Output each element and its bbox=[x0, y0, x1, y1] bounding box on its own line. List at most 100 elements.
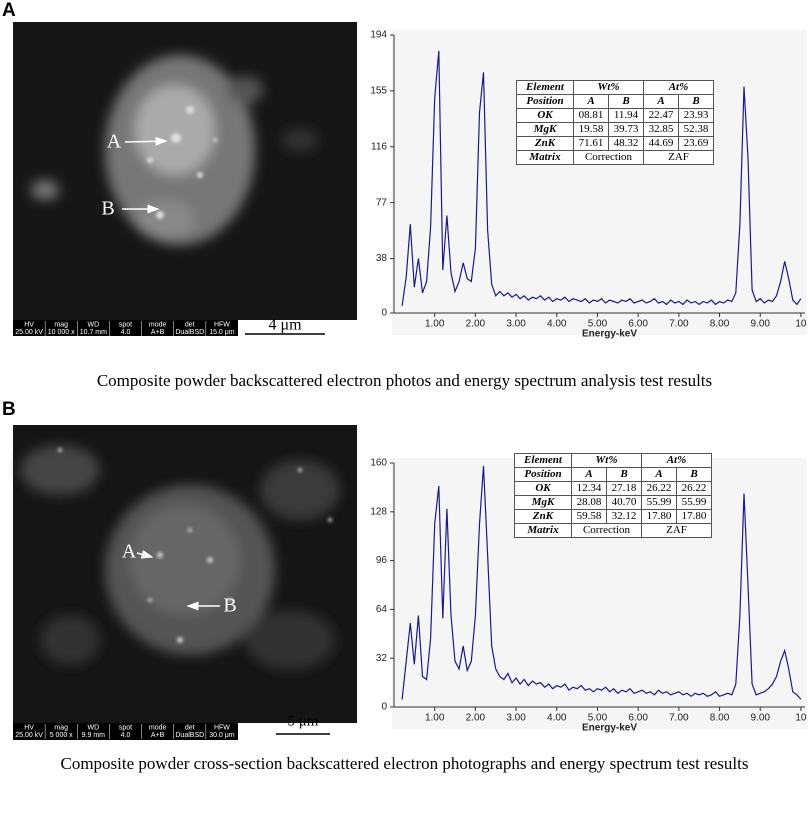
spectrum-chart: 0 38 77 116 155 194 1.00 2.00 3.00 4.00 5.00 6.00 7.… bbox=[370, 30, 807, 340]
table-row: Position A B A B bbox=[514, 467, 712, 482]
table-cell: A bbox=[641, 467, 677, 482]
table-cell: Element bbox=[514, 453, 572, 468]
table-cell: OK bbox=[516, 108, 574, 123]
table-cell: ZnK bbox=[514, 509, 572, 524]
x-tick-label: 7.00 bbox=[669, 713, 689, 724]
table-cell: A bbox=[643, 94, 679, 109]
info-value: A+B bbox=[151, 329, 165, 336]
x-tick-label: 6.00 bbox=[628, 319, 648, 330]
point-label: A bbox=[107, 131, 122, 153]
table-cell: ZAF bbox=[643, 150, 714, 165]
y-tick-label: 160 bbox=[370, 458, 387, 469]
table-row: MgK 28.08 40.70 55.99 55.99 bbox=[514, 495, 712, 510]
info-key: HFW bbox=[214, 724, 230, 731]
table-cell: OK bbox=[514, 481, 572, 496]
table-cell: 55.99 bbox=[676, 495, 712, 510]
table-cell: Correction bbox=[573, 150, 644, 165]
table-cell: 59.58 bbox=[571, 509, 607, 524]
table-cell: Matrix bbox=[514, 523, 572, 538]
x-tick-label: 1.00 bbox=[425, 713, 445, 724]
table-cell: 17.80 bbox=[676, 509, 712, 524]
table-cell: 44.69 bbox=[643, 136, 679, 151]
y-tick-label: 155 bbox=[370, 86, 387, 97]
table-cell: B bbox=[606, 467, 642, 482]
table-cell: MgK bbox=[516, 122, 574, 137]
info-key: HV bbox=[24, 724, 34, 731]
table-cell: 19.58 bbox=[573, 122, 609, 137]
info-value: 25.00 kV bbox=[15, 329, 43, 336]
info-key: mode bbox=[149, 321, 167, 328]
info-value: 15.0 μm bbox=[209, 329, 235, 336]
table-cell: 32.85 bbox=[643, 122, 679, 137]
table-cell: Matrix bbox=[516, 150, 574, 165]
info-value: 25.00 kV bbox=[15, 732, 43, 739]
info-key: mag bbox=[54, 321, 68, 328]
info-value: 10 000 x bbox=[48, 329, 75, 336]
x-tick-label: 4.00 bbox=[547, 713, 567, 724]
info-key: spot bbox=[119, 321, 132, 328]
caption: Composite powder cross-section backscatt… bbox=[60, 754, 749, 773]
table-cell: Wt% bbox=[571, 453, 642, 468]
table-cell: A bbox=[573, 94, 609, 109]
table-cell: B bbox=[608, 94, 644, 109]
x-tick-label: 6.00 bbox=[628, 713, 648, 724]
spectrum-line bbox=[401, 465, 802, 700]
table-cell: 11.94 bbox=[608, 108, 644, 123]
table-cell: 55.99 bbox=[641, 495, 677, 510]
caption: Composite powder backscattered electron … bbox=[96, 371, 713, 390]
x-tick-label: 8.00 bbox=[710, 713, 730, 724]
table-row: Element Wt% At% bbox=[514, 453, 712, 468]
spectrum-line bbox=[401, 50, 802, 306]
info-value: 5 000 x bbox=[50, 732, 73, 739]
y-tick-label: 0 bbox=[381, 702, 387, 713]
x-tick-label: 2.00 bbox=[466, 319, 486, 330]
table-cell: 23.69 bbox=[678, 136, 714, 151]
info-value: DualBSD bbox=[175, 329, 204, 336]
table-cell: 17.80 bbox=[641, 509, 677, 524]
x-tick-label: 7.00 bbox=[669, 319, 689, 330]
table-cell: At% bbox=[641, 453, 712, 468]
info-key: spot bbox=[119, 724, 132, 731]
table-cell: 48.32 bbox=[608, 136, 644, 151]
element-table: Element Wt% At% Position A B A B OK 08.81 11.94 22.… bbox=[516, 80, 714, 165]
table-cell: 28.08 bbox=[571, 495, 607, 510]
info-key: det bbox=[185, 321, 195, 328]
y-tick-label: 116 bbox=[371, 141, 387, 152]
table-cell: ZAF bbox=[641, 523, 712, 538]
y-tick-label: 128 bbox=[370, 506, 387, 517]
x-tick-label: 5.00 bbox=[588, 319, 608, 330]
table-cell: Position bbox=[516, 94, 574, 109]
table-row: ZnK 71.61 48.32 44.69 23.69 bbox=[516, 136, 714, 151]
x-tick-label: 3.00 bbox=[506, 713, 526, 724]
x-tick-label: 10 bbox=[795, 713, 807, 724]
info-value: 4.0 bbox=[121, 329, 131, 336]
x-tick-label: 10 bbox=[795, 319, 807, 330]
table-cell: 08.81 bbox=[573, 108, 609, 123]
table-row: Matrix Correction ZAF bbox=[516, 150, 714, 165]
panel-label: B bbox=[2, 399, 16, 420]
table-cell: 12.34 bbox=[571, 481, 607, 496]
table-cell: MgK bbox=[514, 495, 572, 510]
info-value: DualBSD bbox=[175, 732, 204, 739]
element-table: Element Wt% At% Position A B A B OK 12.34 27.18 26.… bbox=[514, 453, 712, 538]
info-key: WD bbox=[88, 724, 100, 731]
point-label: A bbox=[122, 541, 137, 563]
table-cell: 39.73 bbox=[608, 122, 644, 137]
info-value: 30.0 μm bbox=[209, 732, 235, 739]
table-row: MgK 19.58 39.73 32.85 52.38 bbox=[516, 122, 714, 137]
table-cell: 32.12 bbox=[606, 509, 642, 524]
info-key: mode bbox=[149, 724, 167, 731]
x-tick-label: 9.00 bbox=[751, 713, 771, 724]
table-row: Element Wt% At% bbox=[516, 80, 714, 95]
y-tick-label: 64 bbox=[376, 604, 388, 615]
info-key: det bbox=[185, 724, 195, 731]
y-tick-label: 32 bbox=[376, 653, 388, 664]
info-value: 4.0 bbox=[121, 732, 131, 739]
x-tick-label: 1.00 bbox=[425, 319, 445, 330]
table-cell: 71.61 bbox=[573, 136, 609, 151]
